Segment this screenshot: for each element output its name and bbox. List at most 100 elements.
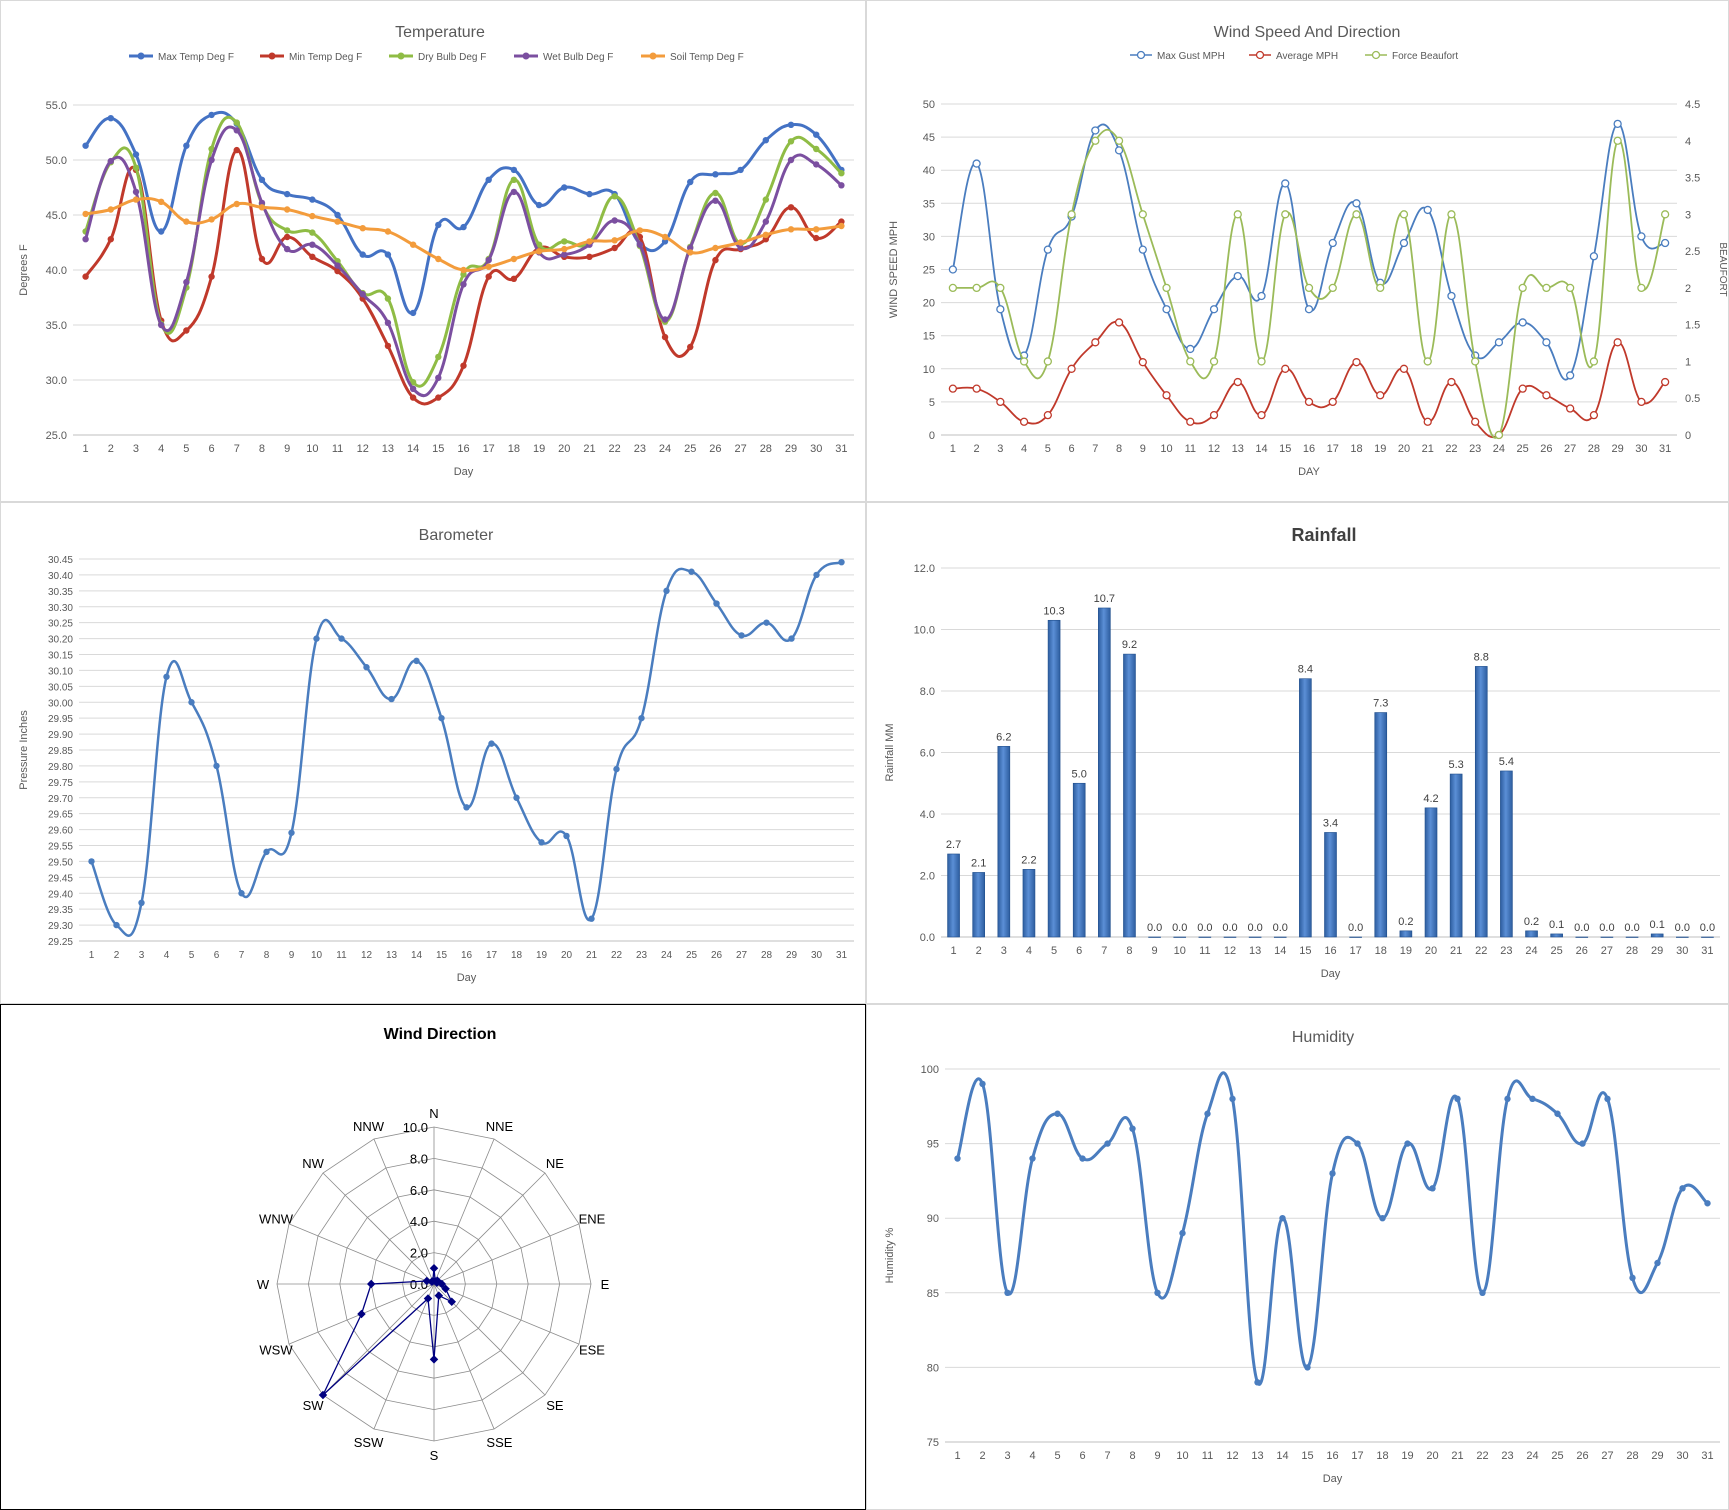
bar bbox=[1349, 936, 1362, 938]
data-point bbox=[1589, 410, 1599, 420]
data-point bbox=[409, 394, 417, 401]
x-tick-label: 30 bbox=[1676, 945, 1688, 957]
x-tick-label: 5 bbox=[183, 443, 189, 455]
data-point bbox=[972, 283, 981, 293]
y-tick-label: 30.15 bbox=[48, 651, 73, 662]
x-tick-label: 25 bbox=[684, 443, 696, 455]
data-point bbox=[1542, 391, 1551, 400]
data-point bbox=[1281, 364, 1290, 373]
series-line bbox=[90, 561, 843, 937]
x-tick-label: 25 bbox=[686, 950, 698, 961]
x-tick-label: 4 bbox=[1029, 1450, 1035, 1462]
x-tick-label: 16 bbox=[457, 443, 469, 455]
x-tick-label: 5 bbox=[189, 950, 195, 961]
y-axis-label: WIND SPEED MPH bbox=[888, 221, 900, 318]
x-tick-label: 29 bbox=[786, 950, 798, 961]
bar bbox=[1424, 807, 1438, 938]
data-point bbox=[1019, 417, 1029, 426]
x-tick-label: 5 bbox=[1054, 1450, 1060, 1462]
data-point bbox=[948, 283, 958, 293]
y-axis-label: Degrees F bbox=[18, 244, 30, 296]
data-point bbox=[687, 343, 694, 351]
data-point bbox=[561, 238, 568, 245]
data-point bbox=[1154, 1289, 1161, 1296]
data-point bbox=[762, 236, 770, 243]
bar bbox=[1148, 936, 1161, 938]
x-tick-label: 27 bbox=[1601, 1450, 1613, 1462]
data-point bbox=[1637, 283, 1646, 293]
x-tick-label: 17 bbox=[486, 950, 498, 961]
wind-speed-chart-panel: Wind Speed And Direction 0 5 10 15 20 25 30 35 40… bbox=[866, 0, 1729, 502]
data-point bbox=[132, 196, 140, 203]
x-tick-label: 5 bbox=[1051, 945, 1057, 957]
r-tick-label: 8.0 bbox=[410, 1151, 428, 1166]
bar bbox=[1123, 653, 1136, 938]
data-point bbox=[485, 263, 492, 270]
legend-swatch-marker bbox=[1255, 50, 1265, 60]
x-tick-label: 22 bbox=[609, 443, 621, 455]
direction-label: E bbox=[601, 1277, 610, 1292]
legend-label: Max Gust MPH bbox=[1157, 51, 1225, 62]
data-point bbox=[107, 206, 114, 213]
legend-label: Soil Temp Deg F bbox=[670, 52, 744, 63]
y-tick-label: 95 bbox=[927, 1139, 939, 1151]
data-point bbox=[157, 321, 165, 329]
data-point bbox=[688, 568, 695, 575]
y2-tick-label: 4.5 bbox=[1685, 99, 1700, 111]
data-point bbox=[413, 657, 420, 665]
data-point bbox=[1229, 1095, 1236, 1103]
y-tick-label: 4.0 bbox=[920, 809, 935, 821]
radar-spoke bbox=[373, 1138, 435, 1285]
x-tick-label: 9 bbox=[1140, 443, 1146, 455]
y-tick-label: 0 bbox=[929, 430, 935, 442]
data-point bbox=[1138, 358, 1147, 367]
y-tick-label: 35.0 bbox=[46, 320, 67, 332]
data-point bbox=[687, 178, 694, 186]
y-tick-label: 30.10 bbox=[48, 666, 73, 677]
data-point bbox=[1079, 1155, 1086, 1162]
data-point bbox=[762, 231, 770, 238]
data-point bbox=[561, 184, 568, 191]
legend-swatch-marker bbox=[137, 52, 145, 60]
x-tick-label: 19 bbox=[536, 950, 548, 961]
x-tick-label: 14 bbox=[407, 443, 419, 455]
data-point bbox=[1091, 338, 1100, 347]
r-tick-label: 4.0 bbox=[410, 1214, 428, 1229]
x-tick-label: 9 bbox=[1152, 945, 1158, 957]
data-point bbox=[1471, 357, 1480, 366]
x-tick-label: 7 bbox=[1092, 443, 1098, 455]
data-point bbox=[661, 238, 669, 245]
data-label: 0.0 bbox=[1247, 922, 1262, 934]
x-tick-label: 13 bbox=[1249, 945, 1261, 957]
data-label: 0.0 bbox=[1197, 922, 1212, 934]
barometer-chart-panel: Barometer 29.25 29.30 29.35 29.40 29.45 29.50 2… bbox=[0, 502, 866, 1004]
data-point bbox=[485, 256, 492, 264]
y-tick-label: 29.60 bbox=[48, 826, 73, 837]
data-point bbox=[384, 295, 392, 302]
x-tick-label: 15 bbox=[1301, 1450, 1313, 1462]
data-point bbox=[132, 151, 140, 158]
x-tick-label: 12 bbox=[1226, 1450, 1238, 1462]
x-tick-label: 9 bbox=[284, 443, 290, 455]
x-axis-label: Day bbox=[1321, 968, 1341, 980]
data-point bbox=[712, 244, 719, 252]
x-tick-label: 27 bbox=[1601, 945, 1613, 957]
data-point bbox=[1518, 318, 1527, 327]
x-tick-label: 22 bbox=[1475, 945, 1487, 957]
data-point bbox=[1114, 318, 1124, 327]
x-tick-label: 30 bbox=[810, 443, 822, 455]
data-point bbox=[485, 176, 492, 183]
data-point bbox=[334, 211, 341, 219]
x-tick-label: 9 bbox=[1154, 1450, 1160, 1462]
data-point bbox=[1162, 391, 1171, 400]
bar bbox=[1625, 936, 1639, 938]
data-point bbox=[586, 253, 593, 260]
data-point bbox=[1114, 146, 1124, 155]
legend-swatch-marker bbox=[268, 52, 276, 60]
data-point bbox=[183, 142, 190, 149]
legend-label: Force Beaufort bbox=[1392, 51, 1458, 62]
x-tick-label: 13 bbox=[1251, 1450, 1263, 1462]
data-point bbox=[238, 890, 245, 897]
data-point bbox=[1328, 238, 1337, 248]
